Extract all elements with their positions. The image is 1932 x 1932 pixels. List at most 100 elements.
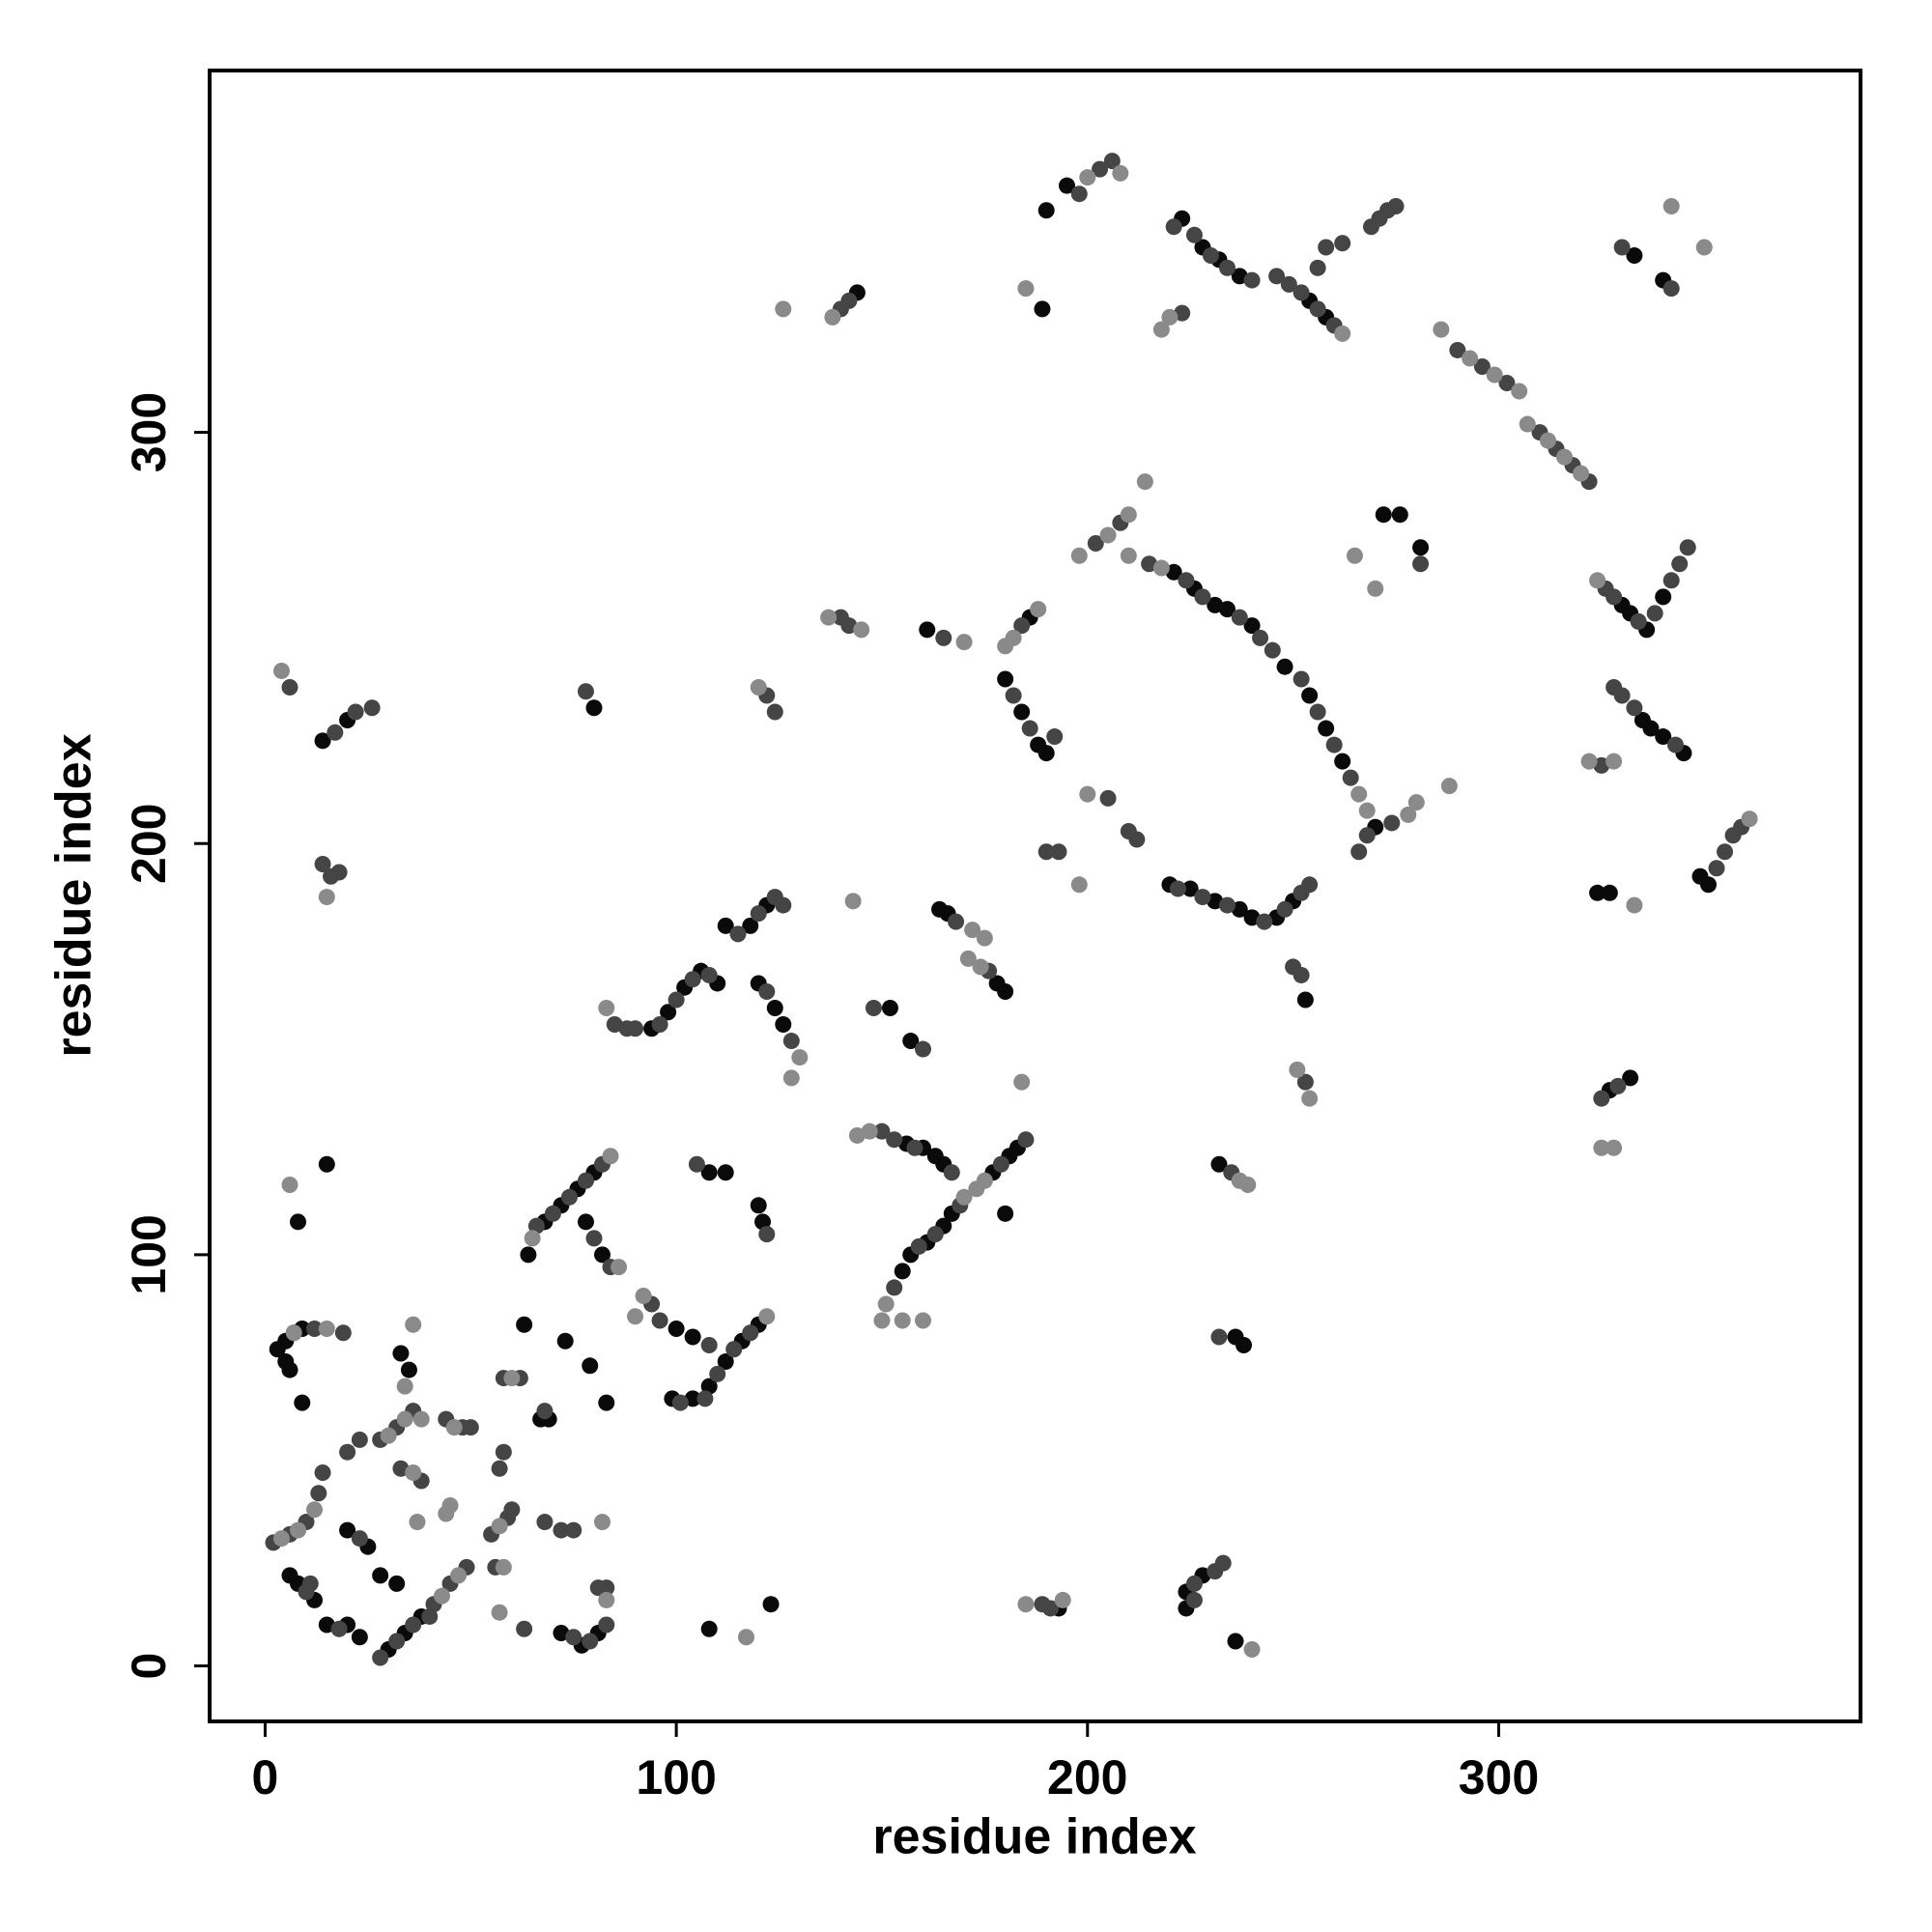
point bbox=[318, 1321, 335, 1338]
point bbox=[1214, 1554, 1232, 1572]
point bbox=[565, 1521, 582, 1539]
point bbox=[1473, 357, 1491, 375]
point bbox=[1079, 785, 1096, 803]
point bbox=[976, 1172, 993, 1189]
point bbox=[347, 703, 364, 721]
point bbox=[560, 1188, 578, 1206]
point bbox=[1017, 1596, 1035, 1613]
point bbox=[997, 1205, 1014, 1222]
point bbox=[1358, 802, 1376, 819]
point bbox=[700, 1620, 718, 1637]
point bbox=[1358, 827, 1376, 844]
point bbox=[1017, 1131, 1035, 1149]
point bbox=[964, 922, 981, 939]
point bbox=[766, 703, 783, 721]
point bbox=[729, 925, 747, 943]
point bbox=[1280, 275, 1297, 293]
point bbox=[1210, 1155, 1228, 1173]
point bbox=[1400, 806, 1417, 823]
point bbox=[1318, 239, 1335, 256]
point bbox=[1717, 843, 1734, 861]
point bbox=[1609, 1077, 1627, 1094]
point bbox=[1412, 539, 1430, 556]
point bbox=[758, 1226, 776, 1243]
point bbox=[1346, 547, 1363, 564]
point bbox=[844, 893, 862, 910]
point bbox=[955, 1188, 973, 1206]
point bbox=[627, 1020, 644, 1037]
point bbox=[877, 1295, 895, 1313]
point bbox=[775, 1016, 792, 1034]
point bbox=[491, 1460, 508, 1477]
point bbox=[1671, 555, 1689, 573]
point bbox=[1054, 1591, 1071, 1608]
point bbox=[582, 1633, 599, 1650]
point bbox=[1449, 341, 1466, 358]
point bbox=[873, 1312, 891, 1329]
point bbox=[1178, 572, 1195, 589]
x-tick-label: 0 bbox=[252, 1750, 279, 1804]
point bbox=[412, 1410, 430, 1428]
point bbox=[421, 1607, 439, 1625]
point bbox=[865, 999, 882, 1016]
point bbox=[1556, 448, 1574, 466]
point bbox=[1605, 588, 1623, 606]
point bbox=[1642, 720, 1660, 737]
point bbox=[1593, 1139, 1610, 1156]
point bbox=[405, 1463, 422, 1481]
point bbox=[491, 1518, 508, 1535]
point bbox=[1141, 555, 1158, 573]
point bbox=[318, 889, 335, 906]
point bbox=[445, 1419, 463, 1436]
point bbox=[1613, 239, 1631, 256]
point bbox=[1655, 588, 1672, 606]
point bbox=[380, 1427, 397, 1444]
point bbox=[1128, 831, 1146, 848]
point bbox=[400, 1361, 417, 1378]
point bbox=[1181, 880, 1199, 897]
point bbox=[1207, 893, 1224, 910]
point bbox=[556, 1332, 574, 1350]
point bbox=[593, 1246, 611, 1264]
point bbox=[1440, 778, 1458, 795]
point bbox=[1387, 197, 1405, 214]
point bbox=[1646, 605, 1663, 622]
point bbox=[972, 958, 989, 976]
point bbox=[1412, 555, 1430, 573]
point bbox=[1708, 860, 1725, 877]
point bbox=[351, 1629, 368, 1646]
point bbox=[1367, 580, 1384, 597]
point bbox=[1593, 1090, 1610, 1107]
point bbox=[527, 1217, 545, 1235]
point bbox=[1005, 687, 1022, 704]
point bbox=[1350, 843, 1368, 861]
point bbox=[1227, 1633, 1244, 1650]
point bbox=[1165, 563, 1182, 581]
point bbox=[1391, 506, 1408, 524]
point bbox=[281, 678, 298, 696]
point bbox=[524, 1230, 541, 1247]
point bbox=[1296, 1073, 1314, 1091]
point bbox=[1301, 876, 1319, 894]
point bbox=[330, 1620, 348, 1637]
point bbox=[1276, 900, 1293, 918]
point bbox=[516, 1316, 533, 1333]
point bbox=[536, 1514, 554, 1531]
point bbox=[593, 1514, 611, 1531]
point bbox=[285, 1324, 302, 1342]
point bbox=[1334, 753, 1351, 770]
point bbox=[314, 732, 331, 750]
y-tick-label: 100 bbox=[122, 1214, 176, 1294]
point bbox=[602, 1148, 619, 1165]
point bbox=[1236, 1337, 1253, 1354]
point bbox=[1050, 843, 1067, 861]
point bbox=[598, 1579, 615, 1597]
point bbox=[1498, 374, 1516, 391]
point bbox=[520, 1246, 537, 1264]
y-tick-label: 0 bbox=[122, 1653, 176, 1680]
point bbox=[606, 1016, 623, 1034]
point bbox=[462, 1419, 479, 1436]
point bbox=[330, 864, 348, 881]
point bbox=[700, 1337, 718, 1354]
point bbox=[1017, 280, 1035, 298]
